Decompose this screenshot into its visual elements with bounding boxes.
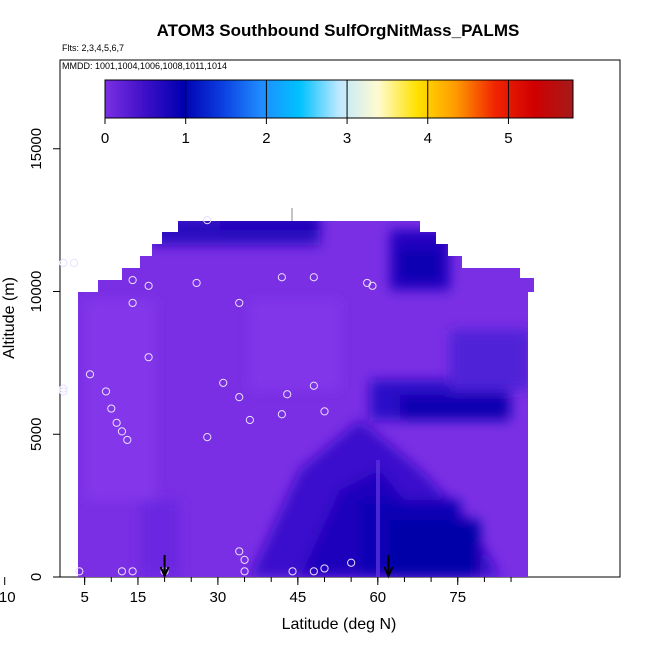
sample-point [203, 433, 212, 442]
field-blob [220, 221, 320, 230]
sample-point [117, 567, 127, 576]
sample-point [192, 278, 201, 288]
sample-point [320, 407, 329, 416]
sample-point [309, 381, 318, 390]
colorbar-tick-label: 2 [262, 130, 270, 147]
field-blob [450, 330, 530, 390]
field-blob [400, 250, 440, 280]
sample-point [235, 393, 244, 402]
field-streak [376, 460, 380, 577]
field-blob [140, 500, 180, 577]
sample-point [107, 404, 116, 413]
sample-point [128, 275, 137, 285]
sample-point [283, 390, 292, 399]
y-tick-label: 10000 [28, 271, 45, 313]
sample-point [219, 378, 228, 387]
sample-point [101, 387, 111, 396]
sample-point [69, 258, 79, 268]
sample-point [277, 273, 286, 282]
x-tick-label: 45 [290, 589, 307, 606]
sample-point [123, 435, 132, 445]
x-tick-label: 30 [210, 589, 227, 606]
flights-subtitle: Flts: 2,3,4,5,6,7 [62, 43, 124, 53]
colorbar-ticks: 0 1 2 3 4 5 [101, 80, 513, 147]
sample-point [235, 547, 244, 556]
sample-point [85, 370, 95, 379]
x-tick-label: -10 [0, 589, 16, 606]
sample-point [75, 567, 84, 576]
x-tick-label: 60 [369, 589, 386, 606]
sample-point [347, 558, 356, 567]
sample-point [240, 555, 249, 564]
sample-points [59, 216, 377, 576]
sample-point [203, 216, 212, 225]
field-blobs [85, 221, 530, 577]
y-tick-label: 0 [28, 573, 45, 581]
colorbar-tick-label: 3 [343, 130, 351, 147]
field-blob [85, 300, 155, 500]
y-axis-label: Altitude (m) [1, 277, 18, 359]
field-blob [250, 300, 340, 390]
sample-point [128, 298, 137, 308]
sample-point [144, 281, 153, 290]
sample-point [309, 567, 318, 576]
sample-point [112, 418, 121, 427]
sample-point [235, 298, 244, 308]
sample-point [277, 410, 286, 419]
sample-point [128, 567, 137, 576]
sample-point [59, 384, 68, 393]
x-tick-label: 75 [449, 589, 466, 606]
flight-track-arrows [159, 555, 394, 579]
sample-point [245, 415, 254, 425]
dates-subtitle: MMDD: 1001,1004,1006,1008,1011,1014 [62, 61, 227, 71]
colorbar-tick-label: 4 [424, 130, 432, 147]
concentration-field [78, 221, 534, 577]
y-axis-ticks: 0 5000 10000 15000 [28, 128, 60, 581]
sample-point [59, 387, 68, 396]
x-axis-label: Latitude (deg N) [282, 616, 397, 633]
y-tick-label: 5000 [28, 418, 45, 451]
chart-title: ATOM3 Southbound SulfOrgNitMass_PALMS [157, 21, 520, 40]
sample-point [240, 567, 249, 576]
sample-point [309, 273, 318, 282]
sample-point [288, 567, 297, 576]
flight-track-arrow-head [383, 566, 394, 579]
sample-point [320, 564, 329, 573]
sample-point [59, 258, 68, 268]
colorbar [104, 79, 574, 119]
colorbar-tick-label: 0 [101, 130, 109, 147]
x-tick-label: 5 [80, 589, 88, 606]
colorbar-tick-label: 5 [504, 130, 512, 147]
flight-track-arrow-head [159, 566, 170, 579]
colorbar-tick-label: 1 [182, 130, 190, 147]
x-tick-label: 15 [130, 589, 147, 606]
field-blob [400, 395, 510, 420]
y-tick-label: 15000 [28, 128, 45, 170]
sample-point [144, 353, 153, 362]
sample-point [368, 281, 377, 290]
field-blob [390, 520, 480, 577]
sample-point [117, 427, 127, 436]
